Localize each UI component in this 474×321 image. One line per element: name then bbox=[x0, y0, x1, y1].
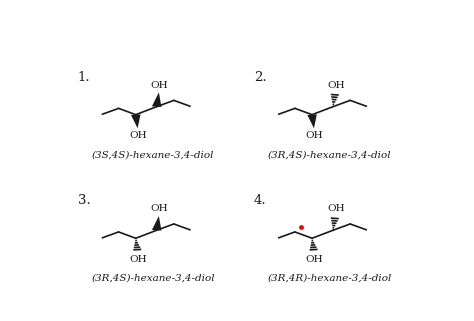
Text: OH: OH bbox=[129, 131, 147, 140]
Polygon shape bbox=[152, 216, 162, 230]
Text: (3R,4S)-hexane-3,4-diol: (3R,4S)-hexane-3,4-diol bbox=[267, 150, 391, 159]
Text: 3.: 3. bbox=[78, 194, 91, 207]
Text: 4.: 4. bbox=[254, 194, 266, 207]
Text: (3R,4S)-hexane-3,4-diol: (3R,4S)-hexane-3,4-diol bbox=[91, 274, 215, 283]
Text: OH: OH bbox=[306, 255, 323, 264]
Polygon shape bbox=[307, 114, 317, 128]
Text: 2.: 2. bbox=[254, 71, 266, 84]
Polygon shape bbox=[152, 92, 162, 107]
Text: 1.: 1. bbox=[78, 71, 90, 84]
Text: (3R,4R)-hexane-3,4-diol: (3R,4R)-hexane-3,4-diol bbox=[267, 274, 392, 283]
Polygon shape bbox=[131, 114, 140, 128]
Text: OH: OH bbox=[151, 81, 168, 90]
Text: OH: OH bbox=[129, 255, 147, 264]
Text: OH: OH bbox=[327, 204, 345, 213]
Text: OH: OH bbox=[306, 131, 323, 140]
Text: OH: OH bbox=[327, 81, 345, 90]
Text: (3S,4S)-hexane-3,4-diol: (3S,4S)-hexane-3,4-diol bbox=[91, 150, 214, 159]
Text: OH: OH bbox=[151, 204, 168, 213]
